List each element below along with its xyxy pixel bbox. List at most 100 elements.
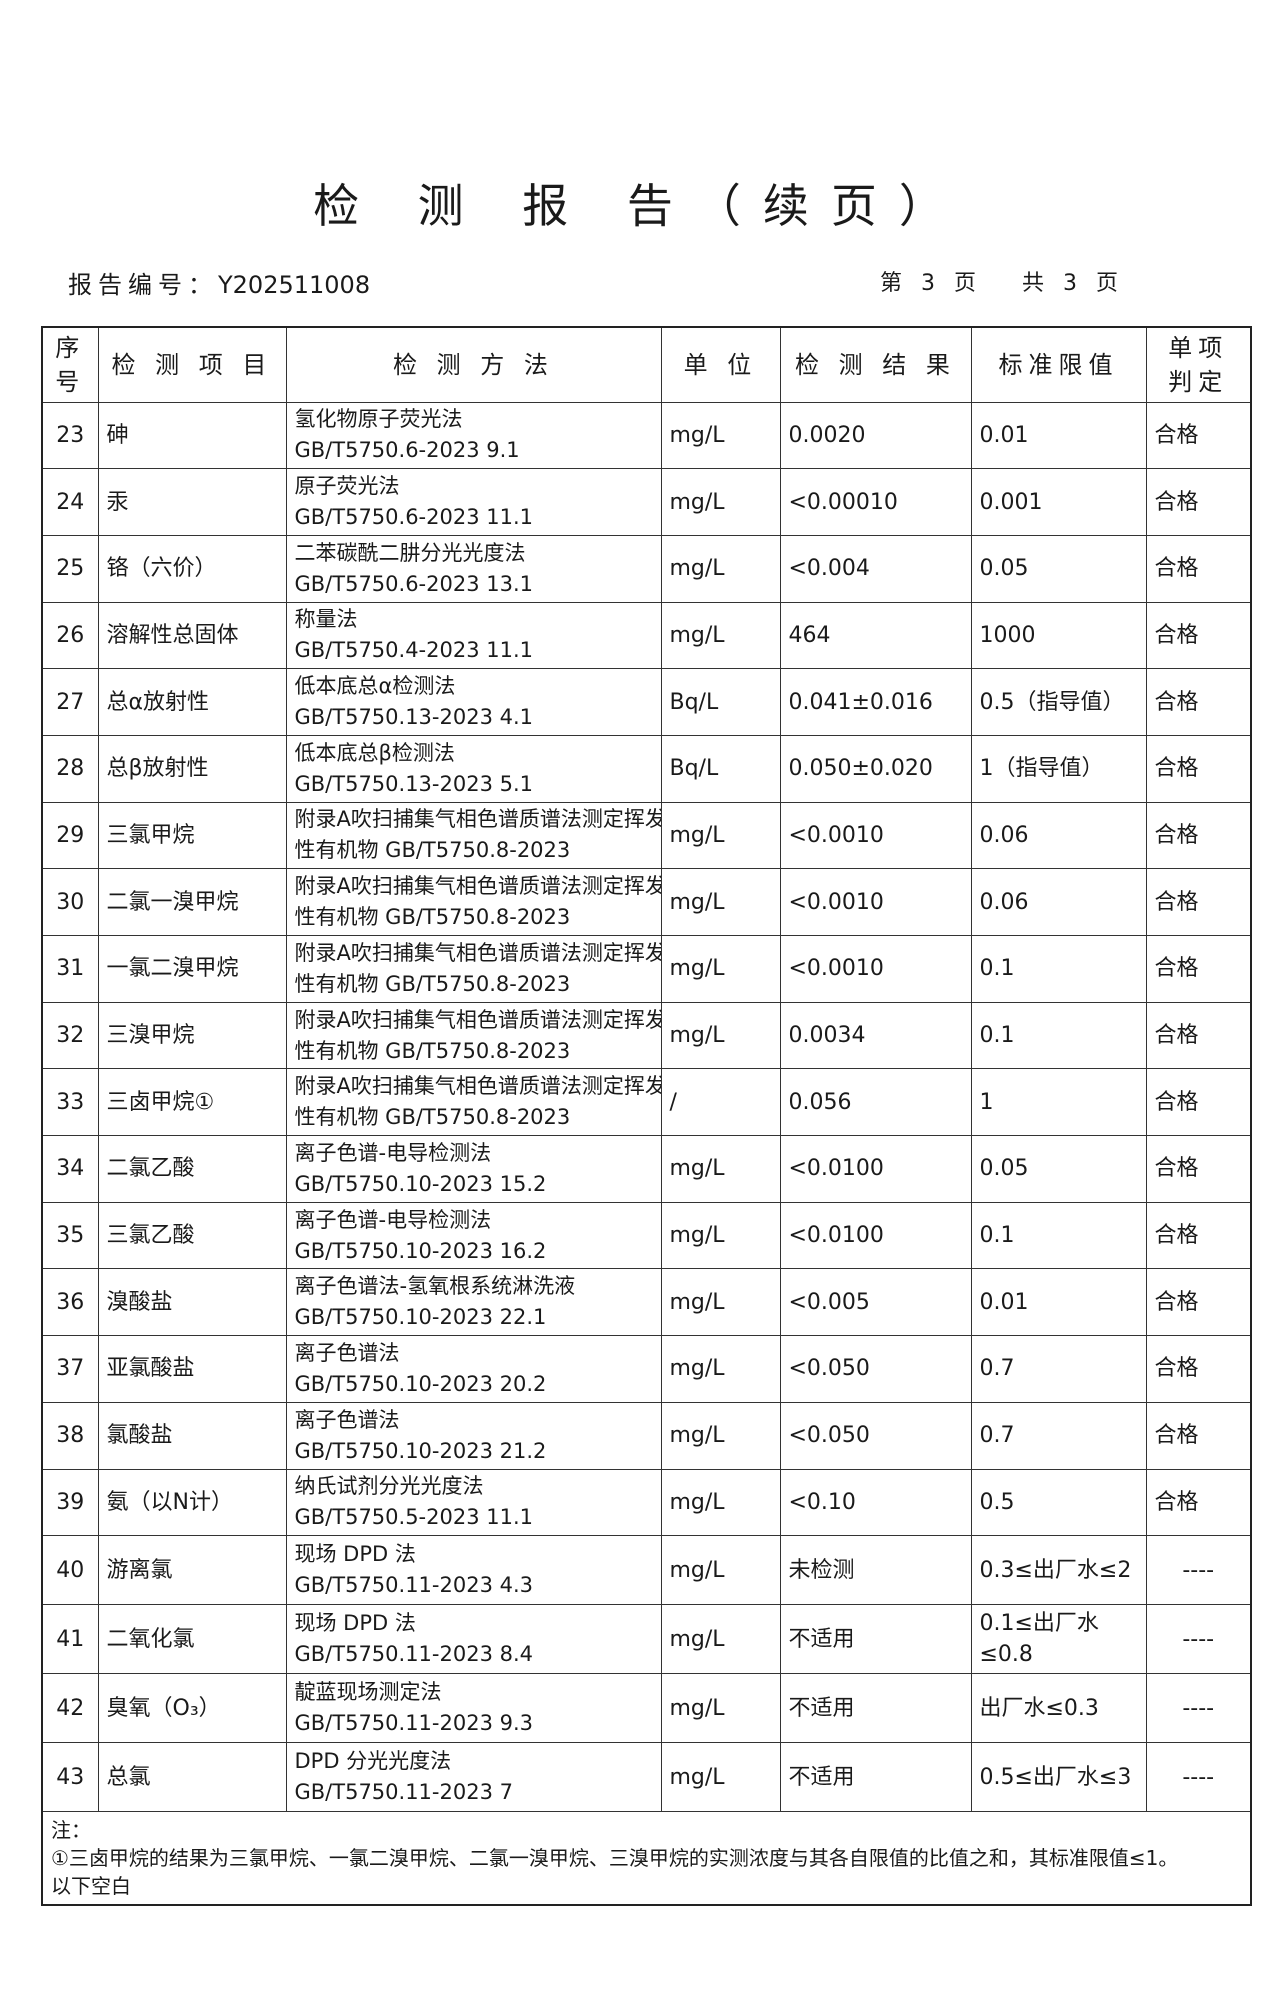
cell-verdict: 合格 xyxy=(1145,601,1252,670)
cell-result: 0.0020 xyxy=(779,401,972,470)
cell-seq: 25 xyxy=(41,534,99,603)
cell-verdict: 合格 xyxy=(1145,935,1252,1003)
page-title: 检 测 报 告（续页） xyxy=(313,179,967,233)
page-current: 第 3 页 xyxy=(880,271,982,296)
method-name: 附录A吹扫捕集气相色谱质谱法测定挥发 xyxy=(294,874,661,899)
results-table: 序号 检 测 项 目 检 测 方 法 单 位 检 测 结 果 标准限值 单项 判… xyxy=(41,326,1252,1907)
cell-verdict: 合格 xyxy=(1145,1468,1252,1537)
cell-seq: 40 xyxy=(41,1535,99,1606)
cell-unit: mg/L xyxy=(660,1335,781,1403)
cell-unit: Bq/L xyxy=(660,668,781,736)
cell-seq: 36 xyxy=(41,1268,99,1337)
table-row: 25 铬（六价） 二苯碳酰二肼分光光度法 GB/T5750.6-2023 13.1 mg… xyxy=(41,534,1252,603)
cell-limit: 0.5（指导值） xyxy=(970,668,1147,736)
cell-item: 二氯乙酸 xyxy=(97,1135,287,1203)
cell-limit: 0.1 xyxy=(970,1001,1147,1070)
cell-unit: mg/L xyxy=(660,1135,781,1203)
method-name: 氢化物原子荧光法 xyxy=(294,407,463,432)
cell-seq: 35 xyxy=(41,1201,99,1270)
table-row: 41 二氧化氯 现场 DPD 法 GB/T5750.11-2023 8.4 mg/L 不适… xyxy=(41,1604,1252,1675)
cell-limit: 0.7 xyxy=(970,1401,1147,1470)
cell-limit: 0.001 xyxy=(970,468,1147,536)
method-name: 二苯碳酰二肼分光光度法 xyxy=(294,540,526,565)
header-verdict: 单项 判定 xyxy=(1145,326,1252,403)
cell-unit: mg/L xyxy=(660,1604,781,1675)
cell-verdict: ---- xyxy=(1145,1604,1252,1675)
cell-verdict: 合格 xyxy=(1145,401,1252,470)
method-name: 附录A吹扫捕集气相色谱质谱法测定挥发 xyxy=(294,807,661,832)
page-info: 第 3 页 共 3 页 xyxy=(880,265,1124,297)
method-standard: GB/T5750.6-2023 13.1 xyxy=(294,571,534,596)
cell-item: 二氧化氯 xyxy=(97,1604,287,1675)
method-name: 称量法 xyxy=(294,607,358,632)
cell-verdict: ---- xyxy=(1145,1742,1252,1813)
method-name: 靛蓝现场测定法 xyxy=(294,1680,442,1705)
cell-seq: 30 xyxy=(41,868,99,936)
cell-verdict: 合格 xyxy=(1145,1068,1252,1137)
table-row: 40 游离氯 现场 DPD 法 GB/T5750.11-2023 4.3 mg/L 未检测… xyxy=(41,1535,1252,1606)
cell-unit: mg/L xyxy=(660,1268,781,1337)
cell-unit: mg/L xyxy=(660,1673,781,1744)
method-standard: GB/T5750.13-2023 5.1 xyxy=(294,771,534,796)
table-row: 24 汞原子荧光法 GB/T5750.6-2023 11.1 mg/L <0.00010… xyxy=(41,468,1252,536)
cell-verdict: 合格 xyxy=(1145,1401,1252,1470)
cell-item: 一氯二溴甲烷 xyxy=(97,935,287,1003)
report-number-label: 报告编号： xyxy=(68,271,218,299)
cell-seq: 37 xyxy=(41,1335,99,1403)
table-row: 42 臭氧（O₃） 靛蓝现场测定法 GB/T5750.11-2023 9.3 mg/L 不… xyxy=(41,1673,1252,1744)
method-standard: 性有机物 GB/T5750.8-2023 xyxy=(294,971,571,996)
notes: 注： ①三卤甲烷的结果为三氯甲烷、一氯二溴甲烷、二氯一溴甲烷、三溴甲烷的实测浓度… xyxy=(41,1811,1252,1906)
cell-method: 现场 DPD 法 GB/T5750.11-2023 4.3 xyxy=(285,1535,662,1606)
cell-result: 464 xyxy=(779,601,972,670)
cell-result: 0.056 xyxy=(779,1068,972,1137)
cell-unit: mg/L xyxy=(660,1201,781,1270)
notes-label: 注： xyxy=(51,1818,91,1843)
cell-item: 三氯甲烷 xyxy=(97,801,287,870)
cell-method: 附录A吹扫捕集气相色谱质谱法测定挥发 性有机物 GB/T5750.8-2023 xyxy=(285,935,662,1003)
page-total: 共 3 页 xyxy=(1021,271,1124,296)
cell-seq: 33 xyxy=(41,1068,99,1137)
cell-verdict: 合格 xyxy=(1145,868,1252,936)
table-row: 37 亚氯酸盐 离子色谱法 GB/T5750.10-2023 20.2 mg/L <0.0… xyxy=(41,1335,1252,1403)
cell-verdict: ---- xyxy=(1145,1535,1252,1606)
cell-verdict: 合格 xyxy=(1145,1135,1252,1203)
cell-limit: 0.1 xyxy=(970,935,1147,1003)
cell-result: 未检测 xyxy=(779,1535,972,1606)
header-limit: 标准限值 xyxy=(970,326,1147,403)
cell-item: 溴酸盐 xyxy=(97,1268,287,1337)
cell-unit: mg/L xyxy=(660,935,781,1003)
cell-limit: 0.3≤出厂水≤2 xyxy=(970,1535,1147,1606)
method-standard: GB/T5750.4-2023 11.1 xyxy=(294,638,534,663)
cell-seq: 34 xyxy=(41,1135,99,1203)
cell-unit: mg/L xyxy=(660,1742,781,1813)
method-name: 离子色谱-电导检测法 xyxy=(294,1140,492,1165)
cell-verdict: 合格 xyxy=(1145,668,1252,736)
cell-verdict: ---- xyxy=(1145,1673,1252,1744)
cell-method: 低本底总β检测法 GB/T5750.13-2023 5.1 xyxy=(285,734,662,803)
cell-item: 游离氯 xyxy=(97,1535,287,1606)
cell-verdict: 合格 xyxy=(1145,534,1252,603)
method-standard: 性有机物 GB/T5750.8-2023 xyxy=(294,1038,571,1063)
notes-line-2: 以下空白 xyxy=(51,1874,131,1899)
cell-unit: mg/L xyxy=(660,401,781,470)
cell-result: <0.0010 xyxy=(779,868,972,936)
method-standard: GB/T5750.11-2023 8.4 xyxy=(294,1642,534,1667)
cell-seq: 38 xyxy=(41,1401,99,1470)
cell-method: 离子色谱-电导检测法 GB/T5750.10-2023 15.2 xyxy=(285,1135,662,1203)
method-standard: 性有机物 GB/T5750.8-2023 xyxy=(294,838,571,863)
table-row: 36 溴酸盐 离子色谱法-氢氧根系统淋洗液 GB/T5750.10-2023 22.1… xyxy=(41,1268,1252,1337)
table-row: 26 溶解性总固体 称量法 GB/T5750.4-2023 11.1 mg/L 464 10… xyxy=(41,601,1252,670)
method-name: 现场 DPD 法 xyxy=(294,1611,416,1636)
cell-item: 溶解性总固体 xyxy=(97,601,287,670)
method-standard: GB/T5750.10-2023 22.1 xyxy=(294,1305,547,1330)
table-row: 23 砷氢化物原子荧光法 GB/T5750.6-2023 9.1 mg/L 0.0020… xyxy=(41,401,1252,470)
cell-result: 0.041±0.016 xyxy=(779,668,972,736)
table-row: 27 总α放射性 低本底总α检测法 GB/T5750.13-2023 4.1 Bq/L 0… xyxy=(41,668,1252,736)
method-standard: GB/T5750.10-2023 16.2 xyxy=(294,1238,547,1263)
cell-method: 附录A吹扫捕集气相色谱质谱法测定挥发 性有机物 GB/T5750.8-2023 xyxy=(285,801,662,870)
notes-row: 注： ①三卤甲烷的结果为三氯甲烷、一氯二溴甲烷、二氯一溴甲烷、三溴甲烷的实测浓度… xyxy=(41,1811,1252,1906)
cell-seq: 31 xyxy=(41,935,99,1003)
cell-limit: 0.5 xyxy=(970,1468,1147,1537)
method-standard: GB/T5750.6-2023 9.1 xyxy=(294,438,520,463)
cell-method: 原子荧光法 GB/T5750.6-2023 11.1 xyxy=(285,468,662,536)
